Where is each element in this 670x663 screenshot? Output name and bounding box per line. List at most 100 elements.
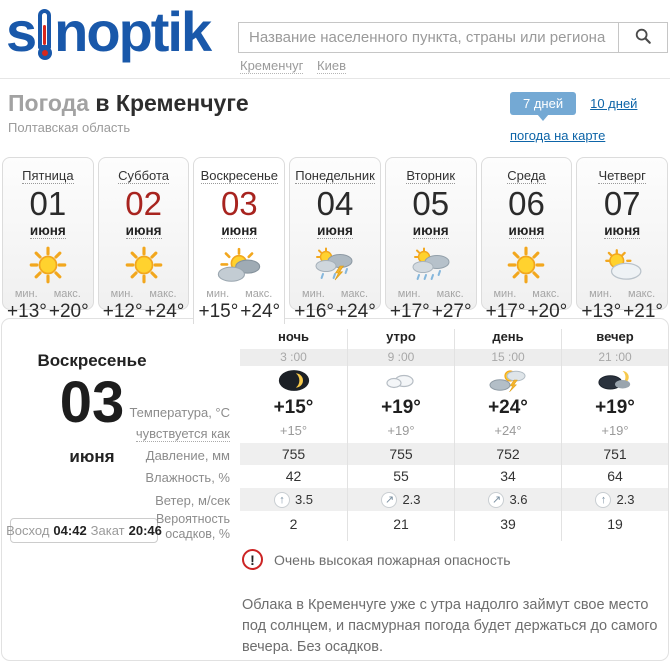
day-date: 07 (603, 185, 641, 222)
wind-direction-arrow: ↑ (595, 491, 612, 508)
hour-column-evening: вечер 21 :00 +19° +19° 751 64 ↑ 2.3 19 (561, 329, 668, 541)
day-part-label: утро (386, 329, 416, 344)
logo-text-after: noptik (54, 0, 212, 63)
feels-like-value: +24° (494, 423, 522, 438)
weather-icon (194, 244, 284, 286)
min-temp: +15° (198, 301, 239, 323)
search-input[interactable] (238, 22, 618, 53)
search-bar (238, 22, 668, 53)
day-date: 06 (508, 185, 545, 222)
day-month: июня (125, 223, 162, 240)
min-label: мин. (14, 288, 38, 301)
weather-icon (482, 244, 572, 286)
wind-direction-arrow: ↗ (488, 491, 505, 508)
day-name[interactable]: Суббота (118, 168, 170, 184)
max-temp: +27° (431, 301, 472, 323)
tab-10-days[interactable]: 10 дней (590, 96, 638, 111)
search-button[interactable] (618, 22, 668, 53)
tab-7-days[interactable]: 7 дней (510, 92, 577, 115)
search-icon (634, 27, 652, 48)
humidity-value: 42 (285, 468, 302, 484)
feels-like-value: +19° (387, 423, 415, 438)
weather-map-link[interactable]: погода на карте (510, 128, 606, 143)
weather-icon (99, 244, 189, 286)
day-name[interactable]: Вторник (406, 168, 456, 184)
day-date: 01 (29, 185, 67, 222)
detail-day-name: Воскресенье (37, 351, 147, 370)
hourly-table: ночь 3 :00 +15° +15° 755 42 ↑ 3.5 2 утро … (240, 329, 668, 541)
weather-icon (577, 244, 667, 286)
max-temp: +20° (527, 301, 568, 323)
day-part-label: день (492, 329, 524, 344)
min-temp: +13° (7, 301, 47, 323)
wind-direction-arrow: ↑ (273, 491, 290, 508)
min-temp: +13° (581, 301, 622, 323)
day-card-wednesday[interactable]: Среда 06 июня мин. макс. +17° +20° (480, 157, 573, 322)
day-card-monday[interactable]: Понедельник 04 июня мин. макс. +16° +24° (289, 157, 381, 322)
site-logo[interactable]: s noptik (6, 0, 212, 63)
min-temp: +17° (485, 301, 526, 323)
day-date: 02 (125, 185, 162, 222)
day-card-saturday[interactable]: Суббота 02 июня мин. макс. +12° +24° (97, 157, 190, 322)
hour-column-day: день 15 :00 +24° +24° 752 34 ↗ 3.6 39 (454, 329, 561, 541)
day-part-label: ночь (277, 329, 309, 344)
recent-city-link[interactable]: Киев (317, 58, 347, 74)
temperature-value: +19° (595, 397, 635, 418)
pressure-value: 751 (562, 443, 668, 465)
min-label: мин. (589, 288, 612, 301)
hour-time: 9 :00 (348, 349, 454, 366)
day-name[interactable]: Четверг (598, 168, 646, 184)
day-month: июня (317, 223, 353, 240)
forecast-description: Облака в Кременчуге уже с утра надолго з… (242, 597, 658, 656)
max-label: макс. (340, 288, 369, 301)
sunrise-label: Восход (6, 523, 50, 538)
warning-text: Очень высокая пожарная опасность (274, 551, 511, 568)
day-card-friday[interactable]: Пятница 01 июня мин. макс. +13° +20° (2, 157, 94, 322)
title-prefix: Погода (8, 90, 89, 116)
day-card-sunday-selected[interactable]: Воскресенье 03 июня мин. макс. +15° +24° (193, 157, 286, 324)
warning-exclamation-icon: ! (242, 549, 263, 570)
max-temp: +24° (240, 301, 281, 323)
day-name[interactable]: Пятница (22, 168, 74, 184)
day-month: июня (412, 223, 449, 240)
pressure-value: 752 (455, 443, 561, 465)
min-label: мин. (397, 288, 421, 301)
weather-icon (290, 244, 380, 286)
day-name[interactable]: Понедельник (295, 168, 375, 184)
min-label: мин. (493, 288, 517, 301)
day-month: июня (508, 223, 545, 240)
min-label: мин. (206, 288, 230, 301)
max-label: макс. (245, 288, 273, 301)
feels-like-row-label[interactable]: чувствуется как (135, 426, 230, 442)
logo-text-before: s (6, 0, 37, 63)
header-divider (0, 78, 670, 79)
hour-column-morning: утро 9 :00 +19° +19° 755 55 ↗ 2.3 21 (347, 329, 454, 541)
fire-danger-warning: ! Очень высокая пожарная опасность (242, 549, 511, 570)
day-month: июня (29, 223, 66, 240)
day-card-tuesday[interactable]: Вторник 05 июня мин. макс. +17° +27° (384, 157, 477, 322)
day-cards-row: Пятница 01 июня мин. макс. +13° +20° Суббо… (2, 157, 669, 324)
pressure-row-label: Давление, мм (145, 448, 230, 463)
recent-city-link[interactable]: Кременчуг (240, 58, 304, 74)
detail-day-month: июня (69, 447, 115, 466)
temperature-value: +15° (273, 397, 314, 418)
humidity-value: 34 (500, 468, 516, 484)
max-temp: +24° (144, 301, 185, 323)
temperature-value: +24° (488, 397, 528, 418)
day-name[interactable]: Среда (507, 168, 546, 184)
precipitation-probability-value: 39 (500, 516, 516, 532)
pressure-value: 755 (240, 443, 347, 465)
day-card-thursday[interactable]: Четверг 07 июня мин. макс. +13° +21° (576, 157, 669, 322)
day-month: июня (604, 223, 641, 240)
day-name[interactable]: Воскресенье (200, 168, 279, 184)
wind-speed-value: 2.3 (402, 492, 421, 507)
weather-icon (3, 244, 93, 286)
weather-icon (348, 366, 454, 395)
sunrise-sunset-box: Восход 04:42 Закат 20:46 (6, 518, 162, 543)
day-date: 04 (316, 185, 354, 222)
min-temp: +12° (102, 301, 143, 323)
max-temp: +20° (48, 301, 89, 323)
wind-speed-value: 3.6 (509, 492, 528, 507)
max-label: макс. (53, 288, 81, 301)
day-date: 03 (220, 185, 258, 222)
